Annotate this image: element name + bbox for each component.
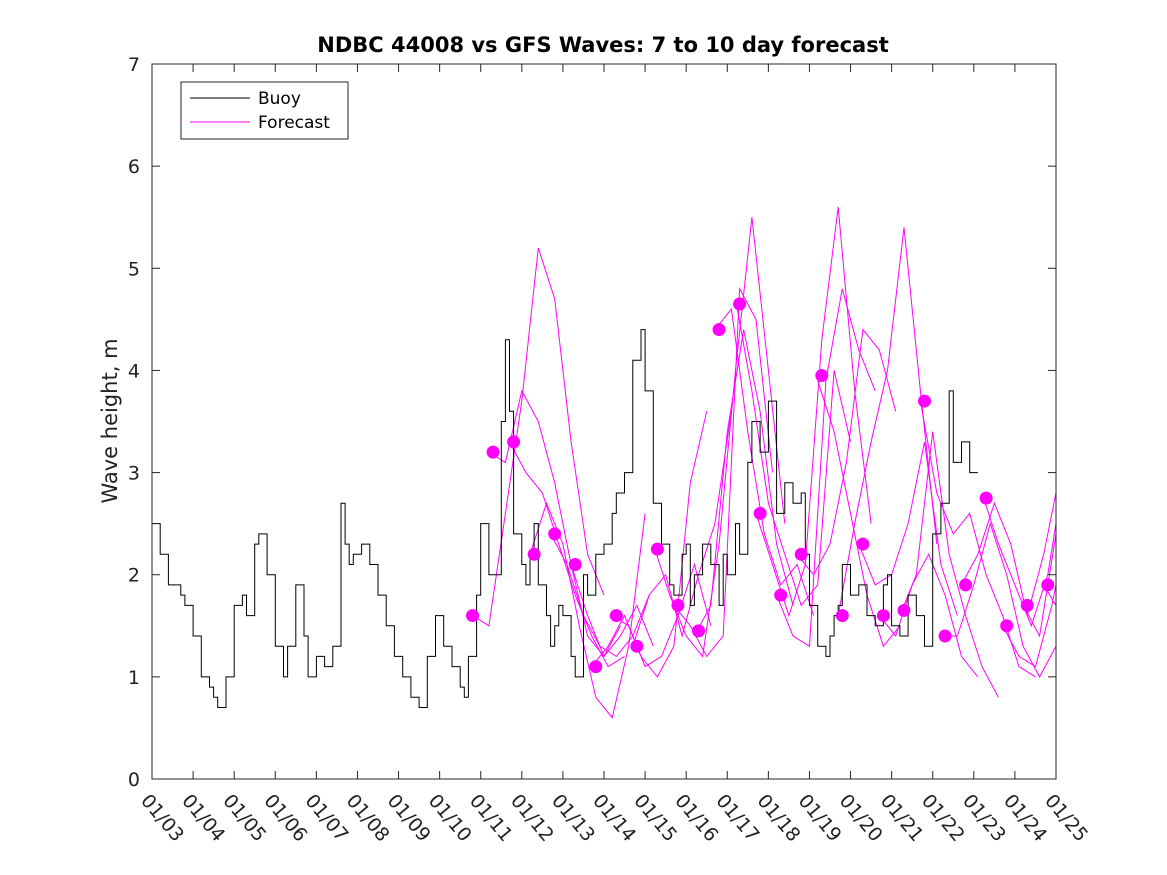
forecast-marker <box>1000 619 1014 633</box>
forecast-line-28 <box>1022 533 1057 638</box>
y-axis: 0 1 2 3 4 5 6 7 <box>128 54 1056 791</box>
buoy-line <box>152 329 978 708</box>
x-tick-label: 01/22 <box>917 790 969 846</box>
x-tick-label: 01/13 <box>547 790 599 846</box>
x-tick-label: 01/16 <box>670 790 722 846</box>
y-tick-label: 2 <box>128 565 140 587</box>
forecast-marker <box>548 527 562 541</box>
forecast-marker <box>650 542 664 556</box>
forecast-line-24 <box>940 521 1057 678</box>
x-tick-label: 01/20 <box>835 790 887 846</box>
forecast-marker <box>507 435 521 449</box>
forecast-line-7 <box>591 411 708 678</box>
forecast-marker <box>918 394 932 408</box>
forecast-line-21 <box>878 553 979 678</box>
legend-forecast-label: Forecast <box>258 113 330 133</box>
x-tick-label: 01/25 <box>1040 790 1092 846</box>
x-tick-label: 01/14 <box>588 790 640 846</box>
forecast-line-25 <box>961 492 1057 616</box>
x-tick-label: 01/24 <box>999 790 1051 846</box>
x-tick-label: 01/23 <box>958 790 1010 846</box>
forecast-line-27 <box>1002 584 1057 668</box>
forecast-marker <box>753 506 767 520</box>
y-tick-label: 3 <box>128 463 140 485</box>
forecast-line-20 <box>858 441 958 616</box>
forecast-line-16 <box>776 288 876 648</box>
forecast-marker <box>568 558 582 571</box>
x-tick-label: 01/10 <box>424 790 476 846</box>
forecast-line-1 <box>472 247 605 627</box>
x-tick-label: 01/05 <box>218 790 270 846</box>
forecast-line-4 <box>529 501 646 719</box>
forecast-line-8 <box>611 562 712 668</box>
forecast-marker <box>527 547 541 561</box>
forecast-marker <box>589 660 603 674</box>
forecast-line-11 <box>673 286 773 658</box>
forecast-line-12 <box>693 329 794 637</box>
forecast-marker <box>466 609 480 623</box>
y-tick-label: 0 <box>128 769 140 791</box>
forecast-marker <box>733 297 747 311</box>
forecast-line-9 <box>632 411 732 647</box>
forecast-marker <box>876 609 890 623</box>
legend-buoy-label: Buoy <box>258 89 301 109</box>
forecast-marker <box>794 547 808 561</box>
x-tick-label: 01/03 <box>136 790 188 846</box>
x-tick-label: 01/21 <box>876 790 928 846</box>
forecast-line-6 <box>570 564 654 658</box>
forecast-line-14 <box>735 298 851 607</box>
forecast-marker <box>815 369 829 383</box>
forecast-marker <box>856 537 870 551</box>
x-tick-label: 01/19 <box>794 790 846 846</box>
x-tick-label: 01/09 <box>383 790 435 846</box>
forecast-marker <box>712 323 726 337</box>
forecast-marker <box>630 639 644 653</box>
y-tick-label: 1 <box>128 667 140 689</box>
y-axis-label: Wave height, m <box>98 338 122 503</box>
forecast-marker <box>486 445 500 459</box>
forecast-marker <box>774 588 788 602</box>
y-tick-label: 7 <box>128 54 140 76</box>
forecast-line-13 <box>714 307 815 616</box>
x-tick-label: 01/08 <box>342 790 394 846</box>
forecast-marker <box>692 624 706 638</box>
x-tick-label: 01/17 <box>711 790 763 846</box>
x-tick-label: 01/11 <box>465 790 517 846</box>
y-tick-label: 4 <box>128 360 140 382</box>
forecast-line-18 <box>817 380 901 648</box>
forecast-marker <box>897 603 911 617</box>
forecast-line-19 <box>837 227 938 616</box>
forecast-line-23 <box>919 401 1036 678</box>
forecast-line-17 <box>796 328 897 576</box>
forecast-marker <box>835 609 849 623</box>
x-tick-label: 01/07 <box>301 790 353 846</box>
x-tick-label: 01/15 <box>629 790 681 846</box>
forecast-marker <box>979 491 993 505</box>
forecast-marker <box>609 609 623 623</box>
y-tick-label: 5 <box>128 258 140 280</box>
x-tick-label: 01/04 <box>177 790 229 846</box>
forecast-line-3 <box>509 441 625 668</box>
y-tick-label: 6 <box>128 156 140 178</box>
forecast-line-15 <box>755 206 872 618</box>
forecast-marker <box>1041 578 1055 592</box>
legend: Buoy Forecast <box>180 81 349 140</box>
buoy-series-group <box>152 329 978 708</box>
legend-box <box>180 81 349 140</box>
x-tick-label: 01/12 <box>506 790 558 846</box>
forecast-line-22 <box>899 431 999 698</box>
x-tick-label: 01/18 <box>753 790 805 846</box>
forecast-series-group <box>472 206 1057 719</box>
forecast-marker <box>1020 598 1034 612</box>
forecast-markers-group <box>466 297 1055 674</box>
forecast-marker <box>959 578 973 592</box>
x-tick-label: 01/06 <box>259 790 311 846</box>
forecast-marker <box>671 598 685 612</box>
chart-title: NDBC 44008 vs GFS Waves: 7 to 10 day for… <box>317 33 888 57</box>
forecast-marker <box>938 629 952 643</box>
